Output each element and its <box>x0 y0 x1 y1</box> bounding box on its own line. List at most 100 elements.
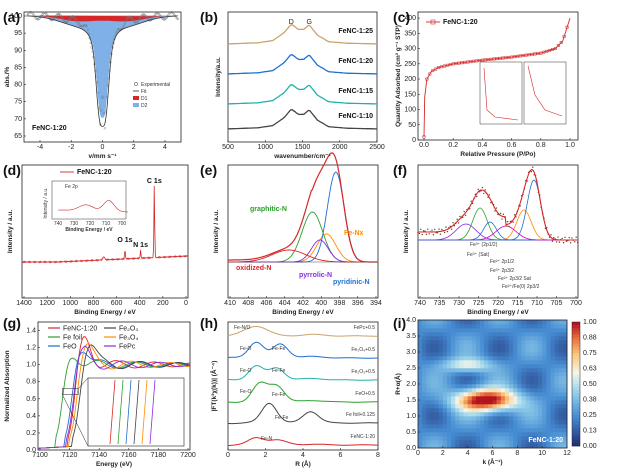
heatmap-cell <box>426 444 431 449</box>
heatmap-cell <box>455 440 460 445</box>
heatmap-cell <box>513 420 518 425</box>
inset-x-tick-label: 700 <box>118 221 127 227</box>
heatmap-cell <box>488 344 493 349</box>
colorbar-cell <box>572 411 580 416</box>
heatmap-cell <box>430 408 435 413</box>
heatmap-cell <box>418 352 423 357</box>
heatmap-cell <box>434 352 439 357</box>
heatmap-cell <box>438 332 444 337</box>
heatmap-cell <box>538 444 543 449</box>
fe2p-data-point <box>530 170 533 173</box>
y-tick-label: 3.5 <box>406 333 416 340</box>
heatmap-cell <box>538 428 543 433</box>
heatmap-cell <box>546 388 551 393</box>
heatmap-cell <box>513 392 518 397</box>
heatmap-cell <box>496 428 502 433</box>
x-tick-label: 7120 <box>62 452 78 459</box>
heatmap-cell <box>509 436 514 441</box>
heatmap-cell <box>422 444 427 449</box>
isotherm-point <box>551 48 554 51</box>
heatmap-cell <box>513 328 518 333</box>
heatmap-cell <box>463 380 468 385</box>
heatmap-cell <box>451 428 456 433</box>
heatmap-cell <box>517 344 522 349</box>
xanes-series-line <box>37 345 191 449</box>
heatmap-cell <box>467 324 473 329</box>
x-tick-label: 406 <box>261 300 273 307</box>
heatmap-cell <box>442 392 448 397</box>
heatmap-cell <box>455 396 460 401</box>
heatmap-cell <box>538 324 543 329</box>
heatmap-cell <box>455 420 460 425</box>
heatmap-cell <box>500 420 506 425</box>
heatmap-cell <box>451 352 456 357</box>
heatmap-cell <box>426 412 431 417</box>
heatmap-cell <box>521 368 526 373</box>
heatmap-cell <box>542 416 547 421</box>
fe2p-data-point <box>427 228 429 230</box>
legend-label: FeNC-1:20 <box>63 326 97 333</box>
colorbar-cell <box>572 337 580 341</box>
exafs-series-line <box>227 437 378 447</box>
x-tick-label: 600 <box>111 300 123 307</box>
heatmap-cell <box>529 340 535 345</box>
colorbar-cell <box>572 418 580 422</box>
heatmap-cell <box>558 432 564 437</box>
heatmap-cell <box>442 344 448 349</box>
heatmap-cell <box>533 356 539 361</box>
x-axis-label: R (Å) <box>295 459 311 468</box>
heatmap-cell <box>542 428 547 433</box>
heatmap-cell <box>500 400 506 405</box>
inset-x-tick-label: 720 <box>86 221 95 227</box>
heatmap-cell <box>538 392 543 397</box>
fe2p-data-point <box>438 228 440 230</box>
heatmap-cell <box>430 336 435 341</box>
fe2p-data-point <box>569 242 572 244</box>
colorbar-cell <box>572 328 580 332</box>
heatmap-cell <box>558 412 564 417</box>
heatmap-cell <box>430 356 435 361</box>
heatmap-cell <box>430 380 435 385</box>
heatmap-cell <box>475 328 481 333</box>
heatmap-cell <box>467 392 473 397</box>
heatmap-cell <box>529 432 535 437</box>
heatmap-cell <box>422 324 427 329</box>
heatmap-cell <box>434 336 439 341</box>
heatmap-cell <box>529 400 535 405</box>
heatmap-cell <box>463 368 468 373</box>
isotherm-point <box>428 72 432 76</box>
heatmap-cell <box>496 408 502 413</box>
x-tick-label: 1.0 <box>565 142 575 149</box>
heatmap-cell <box>459 400 464 405</box>
heatmap-cell <box>451 416 456 421</box>
heatmap-cell <box>529 328 535 333</box>
isotherm-point <box>527 53 531 57</box>
heatmap-cell <box>484 368 489 373</box>
x-tick-label: 2 <box>264 452 268 459</box>
x-tick-label: 0.2 <box>448 142 458 149</box>
isotherm-point <box>518 54 522 58</box>
heatmap-cell <box>463 384 468 389</box>
heatmap-cell <box>451 364 456 369</box>
heatmap-cell <box>475 408 481 413</box>
heatmap-cell <box>475 332 481 337</box>
heatmap-cell <box>446 412 452 417</box>
fe2p-data-point <box>499 212 502 215</box>
heatmap-cell <box>525 416 531 421</box>
heatmap-cell <box>546 396 551 401</box>
colorbar-cell <box>572 359 580 363</box>
fe2p-data-point <box>462 216 464 218</box>
heatmap-cell <box>442 428 448 433</box>
heatmap-cell <box>422 400 427 405</box>
heatmap-cell <box>533 324 539 329</box>
heatmap-cell <box>484 332 489 337</box>
heatmap-cell <box>426 352 431 357</box>
inset-box <box>51 180 127 220</box>
heatmap-cell <box>451 320 456 325</box>
heatmap-cell <box>562 416 568 421</box>
heatmap-cell <box>542 400 547 405</box>
panel-label: (b) <box>200 9 218 25</box>
heatmap-cell <box>509 348 514 353</box>
plot-frame-g <box>37 321 191 451</box>
heatmap-cell <box>496 392 502 397</box>
